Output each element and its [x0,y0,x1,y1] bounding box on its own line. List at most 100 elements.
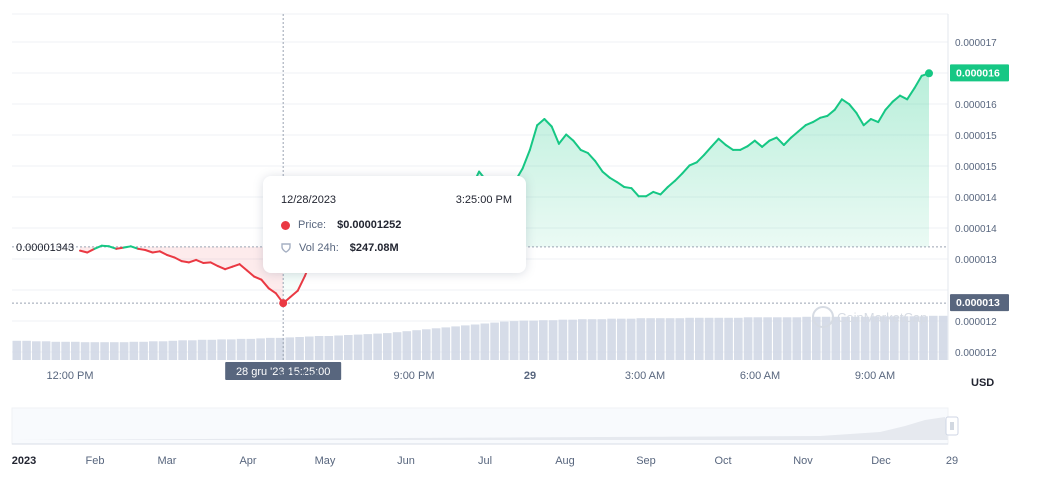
price-segment [681,164,691,175]
volume-bar [607,318,616,360]
watermark-logo [812,306,834,328]
volume-bar [626,318,636,360]
price-segment [869,118,880,124]
tooltip-price-row: Price: $0.00001252 [281,219,401,231]
navigator-handle [945,416,959,436]
volume-shield-icon [281,243,291,253]
price-segment [231,263,241,268]
price-segment [224,265,234,271]
volume-bar [266,337,275,360]
volume-bar [792,317,802,360]
volume-bar [617,318,626,360]
price-segment [848,103,858,114]
price-segment [790,130,800,139]
volume-bar [724,317,733,360]
tooltip-volume-value: $247.08M [349,242,399,254]
price-segment [877,108,887,124]
price-segment [202,261,212,264]
price-segment [775,136,785,146]
price-segment [260,278,270,290]
volume-bar [373,333,382,360]
volume-bar [451,326,460,360]
price-segment [855,111,865,127]
price-segment [579,148,589,154]
volume-bar [470,324,480,360]
low-price-badge [950,294,1009,312]
volume-bar [22,340,31,360]
price-tick-label: 0.000013 [955,255,997,266]
volume-bar [851,316,860,360]
range-navigator[interactable]: 2023 Feb Mar Apr May Jun Jul Aug Sep Oct Nov Dec 29 [11,407,959,467]
volume-bar [41,341,51,360]
volume-bar [558,319,568,360]
volume-bar [139,341,148,360]
volume-bar [90,342,100,360]
price-segment [216,265,227,271]
price-segment [804,121,814,127]
navigator-tick-label: Jun [397,455,415,467]
hover-price-dot [279,299,288,308]
price-segment [195,258,205,264]
volume-bar [587,319,597,360]
navigator-tick-label: Aug [555,455,575,467]
volume-bar [870,316,880,360]
price-segment [724,144,735,151]
volume-bar [929,315,938,360]
price-segment [833,98,843,111]
crosshair-time-box [225,362,342,380]
price-segment [267,287,277,295]
price-tooltip: 12/28/2023 3:25:00 PM Price: $0.00001252 … [263,176,526,273]
time-tick-label: 6:00 PM [279,370,320,382]
volume-bar [782,317,792,360]
price-tick-label: 0.000017 [955,38,997,49]
volume-bar [685,317,694,360]
price-segment [906,87,916,101]
volume-bar [295,337,304,360]
tooltip-price-label: Price: [298,219,327,231]
price-segment [761,139,771,148]
tooltip-time: 3:25:00 PM [455,194,512,206]
price-segment [144,249,154,254]
price-segment [115,246,125,250]
navigator-tick-label: Sep [636,455,656,467]
price-tick-label: 0.000014 [955,193,997,204]
volume-bar [246,338,256,360]
tooltip-date: 12/28/2023 [281,194,337,206]
price-segment [608,176,618,184]
price-segment [557,133,568,145]
volume-bar [734,317,743,360]
volume-bar [802,316,811,360]
price-segment [79,249,89,254]
price-segment [93,244,103,250]
volume-bar [61,341,70,360]
volume-bar [71,341,80,360]
time-tick-label: 9:00 AM [855,370,895,382]
current-price-label: 0.000016 [956,67,1000,79]
price-segment [296,275,306,292]
price-segment [899,94,909,101]
volume-bar [188,340,197,360]
volume-bar [314,336,324,360]
price-segment [819,114,829,119]
volume-bar [919,316,928,360]
price-segment [746,139,756,148]
price-segment [768,136,778,142]
volume-bar [461,325,470,360]
tooltip-volume-row: Vol 24h: $247.08M [281,242,399,254]
price-segment [703,145,713,156]
navigator-tick-label: Apr [239,455,256,467]
time-tick-label: 3:00 AM [625,370,665,382]
watermark-text: CoinMarketCap [837,310,927,325]
volume-bar [812,316,821,360]
volume-bar [675,318,685,360]
volume-bar [656,318,665,360]
volume-bar [938,315,948,360]
open-price-label: 0.00001343 [16,242,74,254]
volume-bar [334,335,343,360]
price-segment [137,247,147,251]
time-axis: 12:00 PM 6:00 PM 9:00 PM 29 3:00 AM 6:00 AM 9:… [46,370,895,382]
volume-bar [490,322,499,360]
price-segment [826,108,836,117]
navigator-tick-label: May [315,455,336,467]
